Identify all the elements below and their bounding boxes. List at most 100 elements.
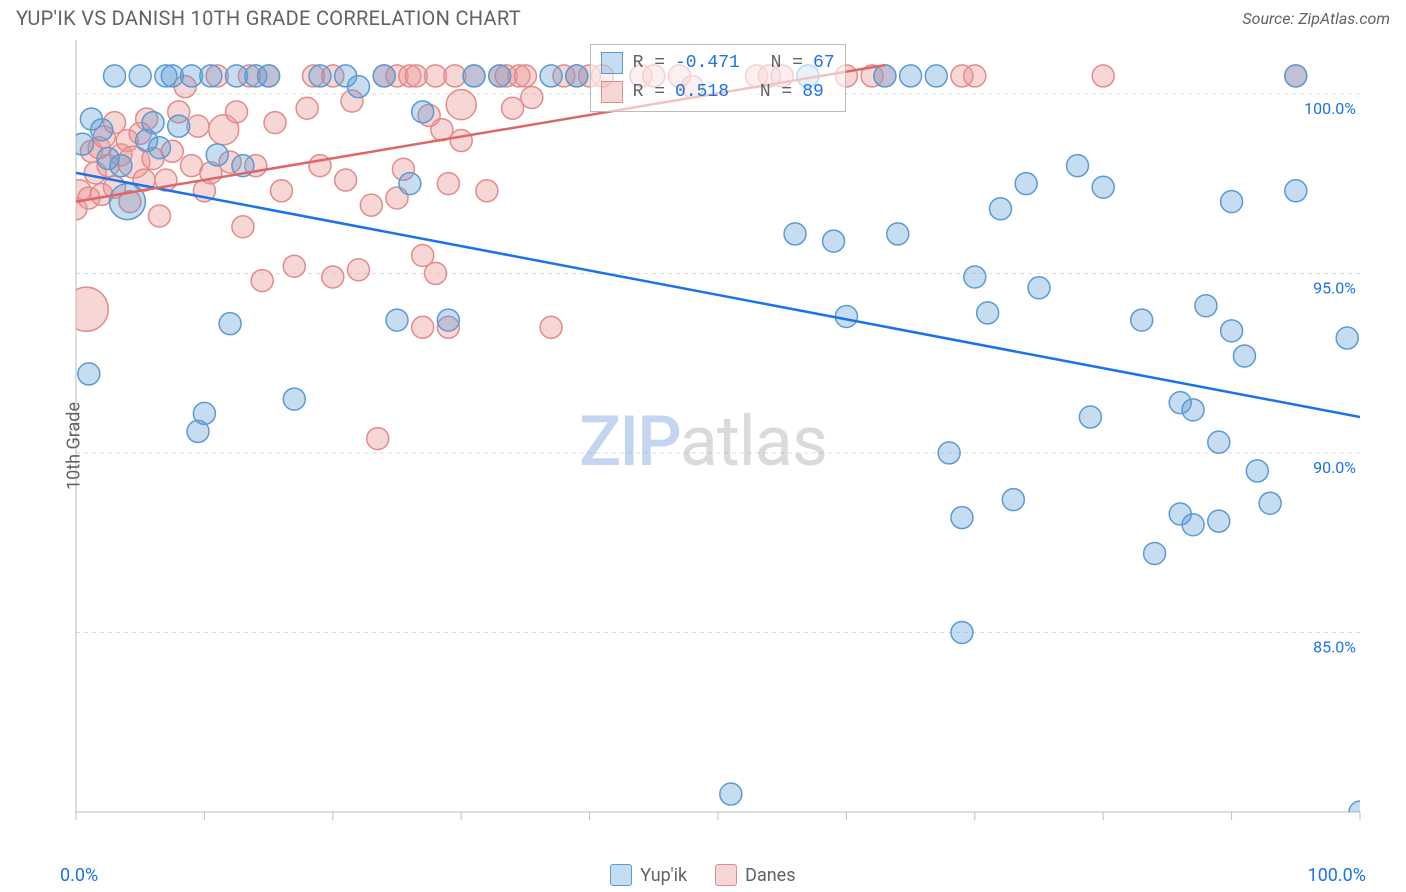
data-point-yupik bbox=[463, 65, 485, 87]
legend-label: Yup'ik bbox=[640, 865, 687, 886]
data-point-danes bbox=[347, 259, 369, 281]
data-point-yupik bbox=[1233, 345, 1255, 367]
data-point-yupik bbox=[900, 65, 922, 87]
data-point-yupik bbox=[1221, 320, 1243, 342]
y-tick-label: 90.0% bbox=[1313, 458, 1356, 477]
data-point-yupik bbox=[1144, 542, 1166, 564]
chart-area: 10th Grade 85.0%90.0%95.0%100.0% ZIPatla… bbox=[16, 40, 1390, 852]
regression-line-yupik bbox=[76, 173, 1360, 417]
data-point-yupik bbox=[78, 363, 100, 385]
stats-r-label: R = bbox=[633, 78, 665, 107]
data-point-yupik bbox=[951, 621, 973, 643]
data-point-yupik bbox=[1182, 514, 1204, 536]
data-point-danes bbox=[64, 287, 108, 331]
data-point-danes bbox=[521, 86, 543, 108]
y-axis-label: 10th Grade bbox=[64, 402, 85, 490]
data-point-yupik bbox=[1079, 406, 1101, 428]
data-point-yupik bbox=[1259, 492, 1281, 514]
stats-n-value: 89 bbox=[802, 78, 824, 107]
scatter-chart: 85.0% 90.0% 95.0% 100.0% bbox=[16, 40, 1390, 852]
data-point-yupik bbox=[1195, 295, 1217, 317]
data-point-yupik bbox=[1285, 65, 1307, 87]
data-point-danes bbox=[446, 90, 476, 120]
data-point-yupik bbox=[1182, 399, 1204, 421]
data-point-danes bbox=[450, 130, 472, 152]
data-point-danes bbox=[1092, 65, 1114, 87]
data-point-yupik bbox=[109, 184, 145, 220]
stats-n-label: N = bbox=[760, 78, 792, 107]
data-point-yupik bbox=[835, 305, 857, 327]
data-point-yupik bbox=[71, 133, 93, 155]
data-point-yupik bbox=[412, 101, 434, 123]
data-point-danes bbox=[335, 169, 357, 191]
legend: Yup'ik Danes bbox=[610, 864, 795, 886]
data-point-danes bbox=[425, 262, 447, 284]
data-point-yupik bbox=[373, 65, 395, 87]
data-point-yupik bbox=[489, 65, 511, 87]
data-point-yupik bbox=[938, 442, 960, 464]
y-tick-label: 100.0% bbox=[1304, 99, 1356, 118]
x-axis-min-label: 0.0% bbox=[60, 865, 98, 886]
data-point-yupik bbox=[1002, 489, 1024, 511]
data-point-danes bbox=[360, 194, 382, 216]
data-point-yupik bbox=[347, 76, 369, 98]
legend-swatch bbox=[715, 864, 737, 886]
data-point-yupik bbox=[168, 115, 190, 137]
data-point-yupik bbox=[110, 155, 132, 177]
data-point-yupik bbox=[1246, 460, 1268, 482]
y-tick-label: 95.0% bbox=[1313, 278, 1356, 297]
data-point-yupik bbox=[91, 119, 113, 141]
data-point-yupik bbox=[720, 783, 742, 805]
data-point-yupik bbox=[566, 65, 588, 87]
data-point-yupik bbox=[1285, 180, 1307, 202]
data-point-danes bbox=[322, 266, 344, 288]
data-point-yupik bbox=[129, 65, 151, 87]
data-point-yupik bbox=[951, 507, 973, 529]
data-point-yupik bbox=[1015, 173, 1037, 195]
data-point-yupik bbox=[148, 137, 170, 159]
data-point-danes bbox=[270, 180, 292, 202]
data-point-yupik bbox=[977, 302, 999, 324]
data-point-yupik bbox=[964, 266, 986, 288]
data-point-yupik bbox=[1067, 155, 1089, 177]
data-point-yupik bbox=[437, 309, 459, 331]
stats-r-value: -0.471 bbox=[675, 49, 740, 78]
y-tick-label: 85.0% bbox=[1313, 637, 1356, 656]
data-point-yupik bbox=[1208, 510, 1230, 532]
data-point-yupik bbox=[1131, 309, 1153, 331]
data-point-yupik bbox=[540, 65, 562, 87]
data-point-yupik bbox=[386, 309, 408, 331]
data-point-yupik bbox=[258, 65, 280, 87]
data-point-danes bbox=[367, 428, 389, 450]
data-point-yupik bbox=[874, 65, 896, 87]
data-point-yupik bbox=[219, 313, 241, 335]
stats-r-label: R = bbox=[633, 49, 665, 78]
data-point-yupik bbox=[1208, 431, 1230, 453]
data-point-yupik bbox=[1336, 327, 1358, 349]
chart-footer: 0.0% Yup'ik Danes 100.0% bbox=[0, 864, 1406, 886]
data-point-yupik bbox=[309, 65, 331, 87]
data-point-yupik bbox=[823, 230, 845, 252]
data-point-danes bbox=[148, 205, 170, 227]
stats-row-danes: R = 0.518 N = 89 bbox=[601, 78, 835, 107]
data-point-danes bbox=[502, 97, 524, 119]
data-point-danes bbox=[251, 270, 273, 292]
data-point-danes bbox=[514, 65, 536, 87]
stats-n-value: 67 bbox=[813, 49, 835, 78]
data-point-yupik bbox=[925, 65, 947, 87]
data-point-yupik bbox=[206, 144, 228, 166]
data-point-danes bbox=[283, 255, 305, 277]
data-point-danes bbox=[540, 316, 562, 338]
data-point-danes bbox=[226, 101, 248, 123]
data-point-yupik bbox=[784, 223, 806, 245]
data-point-danes bbox=[476, 180, 498, 202]
data-point-yupik bbox=[142, 112, 164, 134]
x-axis-max-label: 100.0% bbox=[1308, 865, 1366, 886]
data-point-yupik bbox=[1028, 277, 1050, 299]
legend-swatch bbox=[610, 864, 632, 886]
stats-swatch bbox=[601, 81, 623, 103]
data-point-yupik bbox=[887, 223, 909, 245]
data-point-yupik bbox=[283, 388, 305, 410]
data-point-yupik bbox=[1092, 176, 1114, 198]
data-point-yupik bbox=[1221, 191, 1243, 213]
